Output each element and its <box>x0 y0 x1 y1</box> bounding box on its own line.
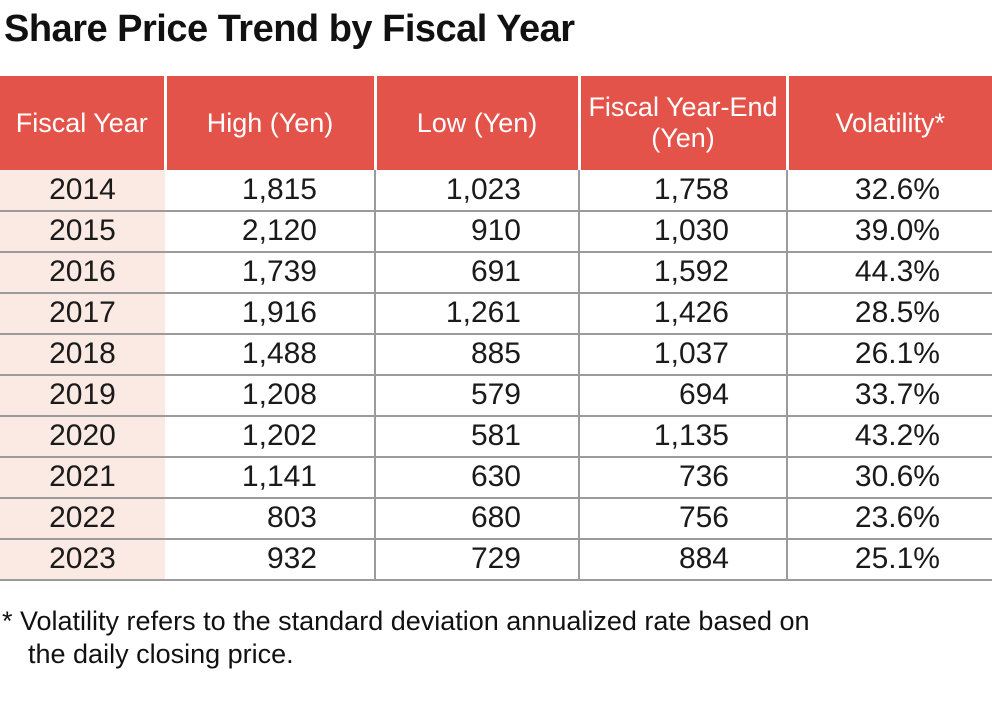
table-row: 2022 803 680 756 23.6% <box>0 497 992 540</box>
page: Share Price Trend by Fiscal Year Fiscal … <box>0 8 992 714</box>
cell-high: 803 <box>165 497 375 540</box>
table-row: 2020 1,202 581 1,135 43.2% <box>0 415 992 458</box>
col-header-year-end: Fiscal Year-End (Yen) <box>577 75 787 170</box>
cell-volatility: 44.3% <box>786 251 992 294</box>
cell-volatility: 32.6% <box>786 169 992 212</box>
table-row: 2015 2,120 910 1,030 39.0% <box>0 210 992 253</box>
cell-fiscal-year: 2022 <box>0 497 165 540</box>
cell-volatility: 28.5% <box>786 292 992 335</box>
cell-year-end: 1,426 <box>578 292 787 335</box>
table-row: 2019 1,208 579 694 33.7% <box>0 374 992 417</box>
cell-low: 729 <box>374 538 579 581</box>
cell-fiscal-year: 2020 <box>0 415 165 458</box>
col-header-low: Low (Yen) <box>373 75 579 170</box>
cell-year-end: 1,758 <box>578 169 787 212</box>
table-row: 2017 1,916 1,261 1,426 28.5% <box>0 292 992 335</box>
table-row: 2018 1,488 885 1,037 26.1% <box>0 333 992 376</box>
cell-volatility: 39.0% <box>786 210 992 253</box>
cell-low: 910 <box>374 210 579 253</box>
cell-high: 1,208 <box>165 374 375 417</box>
cell-high: 1,739 <box>165 251 375 294</box>
cell-fiscal-year: 2015 <box>0 210 165 253</box>
col-header-high: High (Yen) <box>163 75 375 170</box>
col-header-volatility: Volatility* <box>785 75 992 170</box>
cell-high: 1,916 <box>165 292 375 335</box>
cell-year-end: 694 <box>578 374 787 417</box>
footnote-line-2: the daily closing price. <box>28 638 294 669</box>
cell-high: 932 <box>165 538 375 581</box>
page-title: Share Price Trend by Fiscal Year <box>4 8 575 50</box>
cell-high: 1,141 <box>165 456 375 499</box>
cell-high: 2,120 <box>165 210 375 253</box>
cell-high: 1,202 <box>165 415 375 458</box>
cell-low: 581 <box>374 415 579 458</box>
share-price-table: Fiscal Year High (Yen) Low (Yen) Fiscal … <box>0 75 992 581</box>
cell-fiscal-year: 2016 <box>0 251 165 294</box>
cell-high: 1,488 <box>165 333 375 376</box>
cell-year-end: 1,135 <box>578 415 787 458</box>
cell-volatility: 23.6% <box>786 497 992 540</box>
table-row: 2016 1,739 691 1,592 44.3% <box>0 251 992 294</box>
cell-year-end: 736 <box>578 456 787 499</box>
cell-volatility: 30.6% <box>786 456 992 499</box>
cell-low: 1,261 <box>374 292 579 335</box>
cell-volatility: 33.7% <box>786 374 992 417</box>
cell-fiscal-year: 2017 <box>0 292 165 335</box>
cell-low: 691 <box>374 251 579 294</box>
cell-fiscal-year: 2023 <box>0 538 165 581</box>
cell-fiscal-year: 2021 <box>0 456 165 499</box>
cell-low: 630 <box>374 456 579 499</box>
cell-fiscal-year: 2019 <box>0 374 165 417</box>
cell-year-end: 884 <box>578 538 787 581</box>
col-header-fiscal-year: Fiscal Year <box>0 75 165 170</box>
cell-year-end: 1,592 <box>578 251 787 294</box>
cell-year-end: 756 <box>578 497 787 540</box>
cell-volatility: 26.1% <box>786 333 992 376</box>
volatility-footnote: * Volatility refers to the standard devi… <box>2 605 992 671</box>
table-row: 2021 1,141 630 736 30.6% <box>0 456 992 499</box>
cell-high: 1,815 <box>165 169 375 212</box>
cell-volatility: 43.2% <box>786 415 992 458</box>
cell-low: 680 <box>374 497 579 540</box>
cell-year-end: 1,030 <box>578 210 787 253</box>
table-row: 2023 932 729 884 25.1% <box>0 538 992 581</box>
table-body: 2014 1,815 1,023 1,758 32.6% 2015 2,120 … <box>0 169 992 581</box>
table-row: 2014 1,815 1,023 1,758 32.6% <box>0 169 992 212</box>
footnote-line-1: * Volatility refers to the standard devi… <box>2 605 810 636</box>
cell-year-end: 1,037 <box>578 333 787 376</box>
table-header: Fiscal Year High (Yen) Low (Yen) Fiscal … <box>0 75 992 170</box>
cell-low: 1,023 <box>374 169 579 212</box>
cell-volatility: 25.1% <box>786 538 992 581</box>
cell-fiscal-year: 2018 <box>0 333 165 376</box>
cell-low: 885 <box>374 333 579 376</box>
cell-fiscal-year: 2014 <box>0 169 165 212</box>
header-row: Fiscal Year High (Yen) Low (Yen) Fiscal … <box>0 75 992 170</box>
cell-low: 579 <box>374 374 579 417</box>
